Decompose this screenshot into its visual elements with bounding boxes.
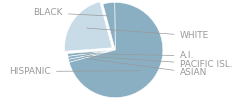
Text: PACIFIC ISL.: PACIFIC ISL.	[84, 56, 232, 69]
Wedge shape	[65, 2, 112, 51]
Wedge shape	[69, 2, 163, 98]
Wedge shape	[69, 50, 115, 62]
Text: BLACK: BLACK	[33, 8, 108, 17]
Wedge shape	[68, 50, 115, 59]
Text: WHITE: WHITE	[87, 28, 209, 40]
Wedge shape	[103, 2, 115, 50]
Text: ASIAN: ASIAN	[85, 58, 207, 77]
Wedge shape	[68, 50, 115, 56]
Text: HISPANIC: HISPANIC	[9, 67, 140, 76]
Text: A.I.: A.I.	[84, 51, 194, 60]
